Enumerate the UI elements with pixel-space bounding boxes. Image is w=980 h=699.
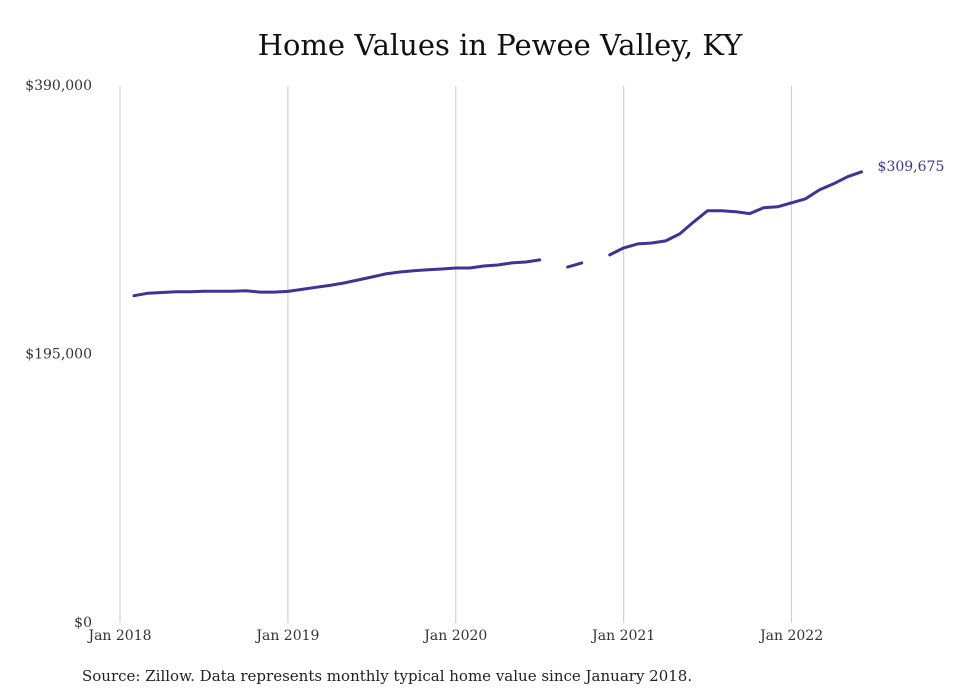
x-tick-label: Jan 2022 <box>758 628 823 644</box>
y-tick-label: $195,000 <box>25 347 92 363</box>
x-tick-label: Jan 2019 <box>254 628 319 644</box>
end-value-label: $309,675 <box>878 159 945 175</box>
x-axis-ticks: Jan 2018 Jan 2019 Jan 2020 Jan 2021 Jan 2022 <box>86 628 823 644</box>
series-segment <box>132 258 542 298</box>
x-tick-label: Jan 2021 <box>590 628 655 644</box>
series-line <box>132 170 864 298</box>
x-tick-label: Jan 2020 <box>422 628 487 644</box>
y-tick-label: $390,000 <box>25 78 92 94</box>
gridlines <box>119 86 793 623</box>
chart-title: Home Values in Pewee Valley, KY <box>257 28 743 62</box>
series-segment <box>608 170 864 257</box>
y-tick-label: $0 <box>74 615 92 631</box>
x-tick-label: Jan 2018 <box>86 628 151 644</box>
y-axis-ticks: $0 $195,000 $390,000 <box>25 78 92 631</box>
series-segment <box>566 261 584 269</box>
source-note: Source: Zillow. Data represents monthly … <box>82 667 693 685</box>
